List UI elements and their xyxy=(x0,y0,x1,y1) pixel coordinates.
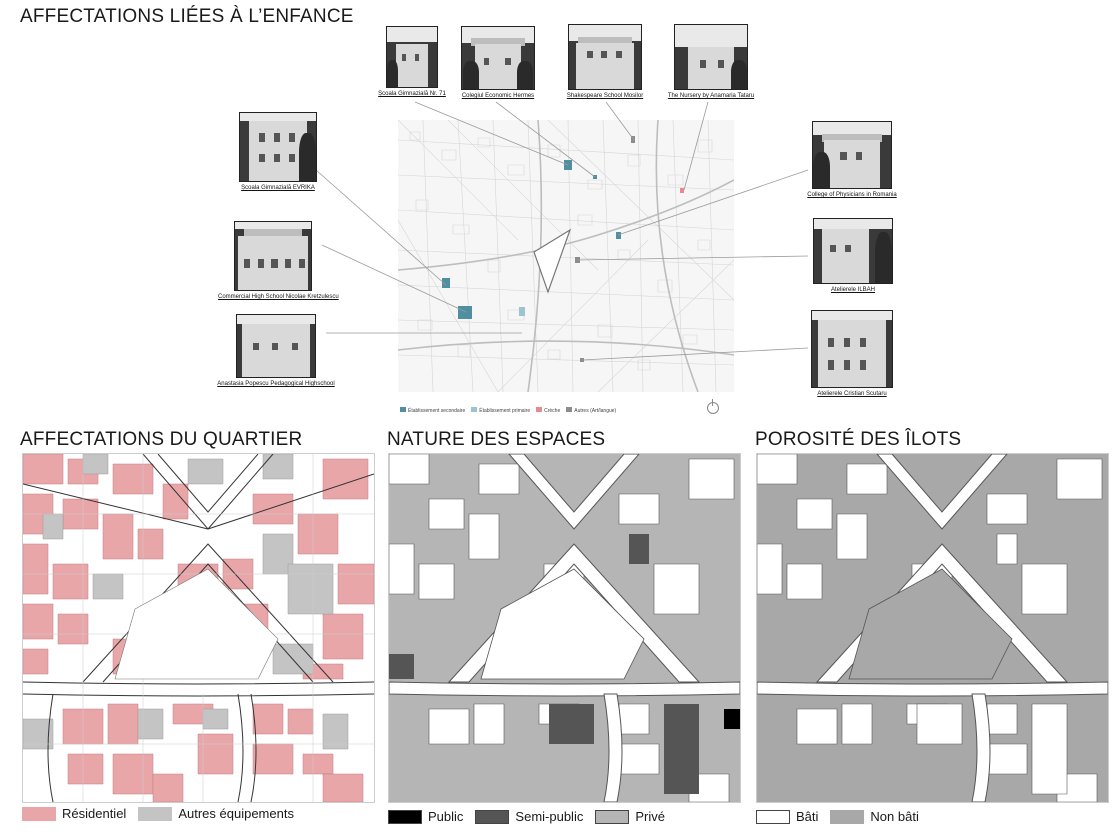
caption-scutaru: Atelierele Cristian Scutaru xyxy=(817,391,887,397)
title-nature-espaces: NATURE DES ESPACES xyxy=(387,429,606,450)
caption-physicians: College of Physicians in Romania xyxy=(807,192,897,198)
photo-card-anastasia[interactable]: Anastasia Popescu Pedagogical Highschool xyxy=(216,314,336,387)
caption-hermes: Colegiul Economic Hermes xyxy=(461,93,535,99)
photo-nursery xyxy=(674,24,748,90)
photo-scutaru xyxy=(811,310,893,388)
map-porosite-ilots[interactable] xyxy=(756,453,1109,803)
caption-ilbah: Atelierele ILBAH xyxy=(830,287,876,293)
photo-kretzulescu xyxy=(234,221,312,291)
legend-item-creche: Crèche xyxy=(536,407,560,414)
legend-bati: Bâti xyxy=(796,809,819,824)
marker-shakespeare[interactable] xyxy=(631,136,635,143)
photo-ilbah xyxy=(813,218,893,284)
photo-card-scoala-71[interactable]: Școala Gimnazială Nr. 71 xyxy=(372,26,452,97)
photo-card-shakespeare[interactable]: Shakespeare School Mosilor xyxy=(560,24,650,99)
legend-semi-public: Semi-public xyxy=(515,809,584,824)
photo-card-kretzulescu[interactable]: Commercial High School Nicolae Kretzules… xyxy=(218,221,339,300)
swatch-semi-public xyxy=(475,809,510,824)
swatch-prive xyxy=(595,809,630,824)
title-porosite-ilots: POROSITÉ DES ÎLOTS xyxy=(755,429,962,450)
enfance-map-svg xyxy=(398,120,734,392)
caption-anastasia: Anastasia Popescu Pedagogical Highschool xyxy=(217,381,335,387)
legend-quartier: Résidentiel Autres équipements xyxy=(22,806,294,821)
enfance-map[interactable] xyxy=(398,120,734,392)
swatch-autres-equipements xyxy=(138,806,173,821)
photo-physicians xyxy=(812,121,892,189)
legend-residentiel: Résidentiel xyxy=(62,806,127,821)
map-quartier-svg xyxy=(23,454,374,802)
caption-shakespeare: Shakespeare School Mosilor xyxy=(566,93,644,99)
legend-espaces: Public Semi-public Privé xyxy=(388,809,665,824)
legend-item-secondaire: Établissement secondaire xyxy=(400,407,465,414)
caption-nursery: The Nursery by Anamaria Tataru xyxy=(667,93,755,99)
photo-card-nursery[interactable]: The Nursery by Anamaria Tataru xyxy=(666,24,756,99)
map-espaces-svg xyxy=(389,454,740,802)
caption-kretzulescu: Commercial High School Nicolae Kretzules… xyxy=(218,294,339,300)
marker-evrika[interactable] xyxy=(442,278,450,288)
photo-card-scutaru[interactable]: Atelierele Cristian Scutaru xyxy=(806,310,898,397)
swatch-public xyxy=(388,809,422,824)
legend-public: Public xyxy=(428,809,464,824)
marker-kretzulescu[interactable] xyxy=(458,306,472,319)
legend-non-bati: Non bâti xyxy=(870,809,919,824)
swatch-non-bati xyxy=(830,809,865,824)
legend-item-autres: Autres (Art/langue) xyxy=(566,407,616,414)
photo-card-ilbah[interactable]: Atelierele ILBAH xyxy=(812,218,894,293)
swatch-bati xyxy=(756,809,790,824)
leader-lines xyxy=(315,101,809,361)
photo-evrika xyxy=(239,112,317,182)
title-affectations-quartier: AFFECTATIONS DU QUARTIER xyxy=(20,429,303,450)
marker-nursery[interactable] xyxy=(680,188,684,193)
swatch-residentiel xyxy=(22,806,56,821)
photo-anastasia xyxy=(236,314,316,378)
map-porosite-svg xyxy=(757,454,1108,802)
photo-card-evrika[interactable]: Școala Gimnazială EVRIKA xyxy=(233,112,323,191)
photo-shakespeare xyxy=(568,24,642,90)
enfance-legend: Établissement secondaire Établissement p… xyxy=(400,407,616,414)
photo-hermes xyxy=(461,26,535,90)
photo-scoala-71 xyxy=(386,26,438,88)
caption-scoala-71: Școala Gimnazială Nr. 71 xyxy=(378,91,446,97)
caption-evrika: Școala Gimnazială EVRIKA xyxy=(241,185,315,191)
legend-item-primaire: Établissement primaire xyxy=(471,407,530,414)
photo-card-physicians[interactable]: College of Physicians in Romania xyxy=(806,121,898,198)
legend-porosite: Bâti Non bâti xyxy=(756,809,919,824)
marker-physicians[interactable] xyxy=(616,232,621,239)
photo-card-hermes[interactable]: Colegiul Economic Hermes xyxy=(453,26,543,99)
legend-prive: Privé xyxy=(635,809,665,824)
marker-anastasia[interactable] xyxy=(519,307,525,316)
legend-autres-equipements: Autres équipements xyxy=(178,806,294,821)
north-arrow-icon xyxy=(707,399,719,414)
map-affectations-quartier[interactable] xyxy=(22,453,375,803)
map-nature-espaces[interactable] xyxy=(388,453,741,803)
title-affectations-enfance: AFFECTATIONS LIÉES À L’ENFANCE xyxy=(20,6,354,27)
